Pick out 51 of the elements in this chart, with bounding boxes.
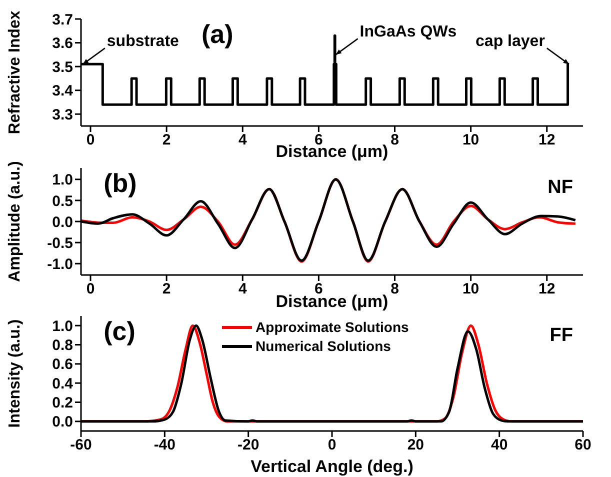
x-tick-label: 8 [390,132,399,149]
x-tick-label: 2 [162,132,171,149]
x-tick-label: -20 [237,436,260,454]
y-tick-label: 0.0 [52,214,73,231]
x-tick-label: 12 [538,280,556,298]
x-tick-label: 20 [407,436,424,454]
y-tick-label: -0.5 [47,234,73,252]
y-axis-title: Intensity (a.u.) [6,319,24,428]
y-tick-label: 3.7 [52,11,73,28]
y-tick-label: 3.4 [52,82,74,100]
y-axis-title: Amplitude (a.u.) [6,161,24,282]
annotation: (a) [201,19,234,49]
x-tick-label: 0 [328,436,336,454]
annotation: (b) [104,168,137,198]
y-tick-label: 3.6 [52,35,73,52]
y-tick-label: 0.4 [52,375,74,392]
y-tick-label: 1.0 [52,318,73,335]
annotation: NF [548,177,573,198]
y-tick-label: 0.5 [52,192,73,210]
x-tick-label: 6 [314,132,323,149]
y-tick-label: 0.6 [52,356,73,374]
annotation: substrate [106,33,180,50]
x-tick-label: 8 [390,280,399,298]
x-tick-label: 0 [86,132,95,149]
x-tick-label: 0 [86,280,95,298]
x-tick-label: -40 [154,436,176,454]
x-tick-label: -60 [70,436,92,454]
y-tick-label: 0.2 [52,394,73,412]
y-tick-label: 3.3 [52,106,73,124]
annotation: FF [550,325,573,346]
x-tick-label: 40 [490,436,508,454]
x-tick-label: 12 [538,132,556,149]
y-axis-title: Refractive Index [6,10,24,134]
x-tick-label: 6 [314,280,323,298]
y-tick-label: 3.5 [52,58,73,76]
legend-label: Numerical Solutions [256,337,391,356]
x-tick-label: 4 [238,132,248,149]
y-tick-label: 1.0 [52,172,73,189]
annotation: (c) [104,316,136,346]
y-tick-label: -1.0 [47,256,73,273]
x-tick-label: 60 [574,436,592,454]
y-tick-label: 0.0 [52,414,73,431]
x-tick-label: 10 [462,280,480,298]
legend-label: Approximate Solutions [256,318,409,337]
annotation: cap layer [476,33,545,50]
annotation: InGaAs QWs [360,24,457,41]
x-tick-label: 10 [462,132,480,149]
x-axis-title: Vertical Angle (deg.) [250,457,414,476]
x-tick-label: 2 [162,280,171,298]
x-tick-label: 4 [238,280,248,298]
y-tick-label: 0.8 [52,337,73,354]
